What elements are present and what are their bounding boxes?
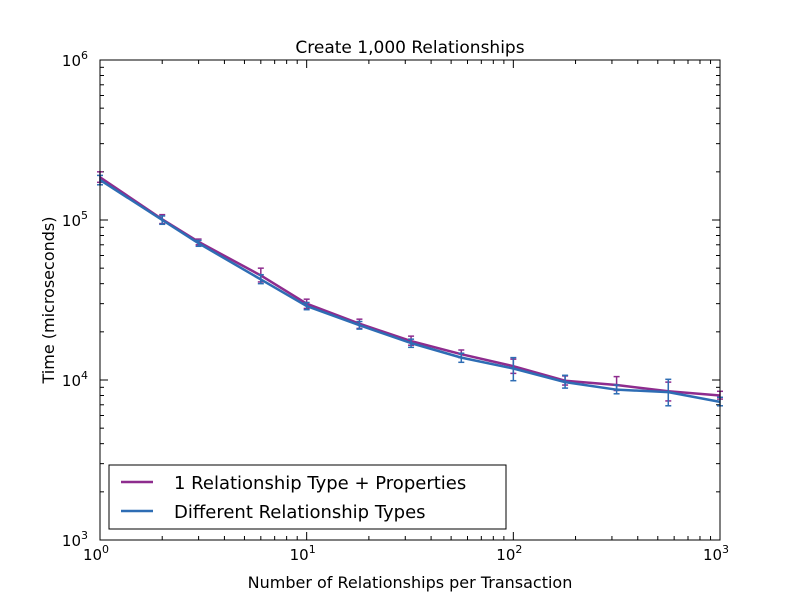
y-tick-label: 105 — [62, 209, 88, 230]
series-line — [99, 178, 721, 404]
legend-label-properties: 1 Relationship Type + Properties — [174, 473, 466, 494]
x-axis-label: Number of Relationships per Transaction — [248, 573, 573, 592]
y-tick-label: 104 — [62, 369, 88, 390]
tick-labels: 100 101 102 103 103 104 105 106 — [62, 49, 729, 564]
x-tick-label: 100 — [83, 543, 109, 564]
x-tick-label: 102 — [496, 543, 522, 564]
legend-label-different-types: Different Relationship Types — [174, 502, 426, 523]
x-tick-label: 101 — [290, 543, 316, 564]
y-tick-label: 106 — [62, 49, 88, 70]
chart-title: Create 1,000 Relationships — [295, 38, 524, 58]
series-1 — [97, 174, 723, 407]
legend: 1 Relationship Type + Properties Differe… — [108, 464, 507, 530]
legend-box — [108, 464, 507, 530]
plot-frame — [99, 59, 721, 541]
y-axis-label: Time (microseconds) — [39, 217, 58, 385]
series-layer — [97, 171, 723, 407]
x-tick-label: 103 — [703, 543, 729, 564]
plot-area — [100, 60, 720, 540]
y-tick-label: 103 — [62, 529, 88, 550]
